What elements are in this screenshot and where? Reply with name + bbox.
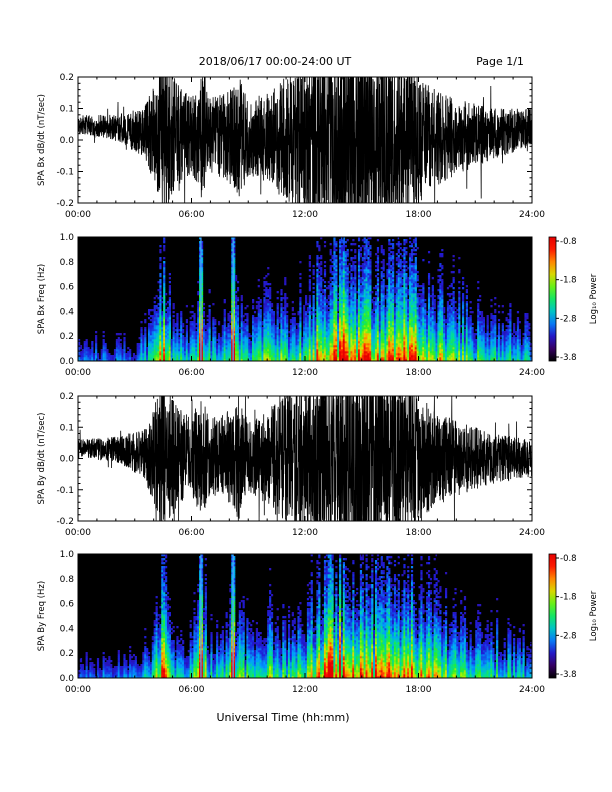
- y-tick-label: -0.1: [56, 168, 74, 178]
- series-line-0: [78, 77, 532, 203]
- y-tick-label: 0.6: [60, 600, 75, 610]
- y-tick-label: -0.2: [56, 199, 74, 209]
- x-tick-label: 06:00: [179, 685, 205, 695]
- x-tick-label: 06:00: [179, 528, 205, 538]
- y-tick-label: 0.4: [60, 624, 75, 634]
- y-tick-label: 1.0: [60, 550, 75, 560]
- x-tick-label: 06:00: [179, 210, 205, 220]
- y-tick-label: 0.6: [60, 283, 75, 293]
- y-tick-label: 0.0: [60, 674, 75, 684]
- y-tick-label: 0.8: [60, 258, 75, 268]
- y-tick-label: 0.0: [60, 357, 75, 367]
- series-line-2: [78, 396, 532, 521]
- colorbar-tick-label: -3.8: [560, 670, 577, 680]
- y-tick-label: 0.2: [60, 392, 74, 402]
- colorbar-tick-label: -1.8: [560, 276, 577, 286]
- spectrogram-3: [78, 554, 533, 679]
- x-tick-label: 00:00: [65, 528, 91, 538]
- y-tick-label: -0.1: [56, 486, 74, 496]
- x-tick-label: 18:00: [406, 528, 432, 538]
- y-tick-label: -0.2: [56, 517, 74, 527]
- y-tick-label: 0.1: [60, 423, 74, 433]
- x-tick-label: 12:00: [292, 528, 318, 538]
- colorbar-tick-label: -0.8: [560, 554, 577, 564]
- x-axis-label: Universal Time (hh:mm): [217, 711, 350, 724]
- plot-title: 2018/06/17 00:00-24:00 UT: [199, 55, 352, 68]
- y-tick-label: 0.1: [60, 105, 74, 115]
- colorbar-tick-label: -0.8: [560, 237, 577, 247]
- y-tick-label: 0.0: [60, 136, 75, 146]
- colorbar-label-1: Log₁₀ Power: [589, 273, 599, 324]
- y-tick-label: 0.2: [60, 649, 74, 659]
- x-tick-label: 12:00: [292, 685, 318, 695]
- page-indicator: Page 1/1: [476, 55, 524, 68]
- y-axis-label-1: SPA Bx Freq (Hz): [37, 264, 47, 334]
- y-axis-label-0: SPA Bx dB/dt (nT/sec): [37, 94, 47, 186]
- colorbar-tick-label: -2.8: [560, 631, 577, 641]
- x-tick-label: 00:00: [65, 685, 91, 695]
- x-tick-label: 24:00: [519, 528, 545, 538]
- x-tick-label: 12:00: [292, 368, 318, 378]
- y-axis-label-2: SPA By dB/dt (nT/sec): [37, 413, 47, 505]
- x-tick-label: 18:00: [406, 368, 432, 378]
- x-tick-label: 06:00: [179, 368, 205, 378]
- x-tick-label: 18:00: [406, 685, 432, 695]
- colorbar-1: [548, 236, 557, 362]
- x-tick-label: 18:00: [406, 210, 432, 220]
- x-tick-label: 24:00: [519, 210, 545, 220]
- colorbar-tick-label: -2.8: [560, 314, 577, 324]
- y-tick-label: 0.8: [60, 575, 75, 585]
- y-tick-label: 1.0: [60, 233, 75, 243]
- colorbar-3: [548, 553, 557, 679]
- colorbar-tick-label: -1.8: [560, 593, 577, 603]
- y-tick-label: 0.4: [60, 307, 75, 317]
- y-tick-label: 0.0: [60, 455, 75, 465]
- spectrogram-1: [78, 237, 533, 362]
- y-tick-label: 0.2: [60, 332, 74, 342]
- x-tick-label: 24:00: [519, 368, 545, 378]
- x-tick-label: 24:00: [519, 685, 545, 695]
- colorbar-label-3: Log₁₀ Power: [589, 590, 599, 641]
- colorbar-tick-label: -3.8: [560, 353, 577, 363]
- x-tick-label: 00:00: [65, 210, 91, 220]
- x-tick-label: 00:00: [65, 368, 91, 378]
- y-axis-label-3: SPA By Freq (Hz): [37, 581, 47, 651]
- x-tick-label: 12:00: [292, 210, 318, 220]
- y-tick-label: 0.2: [60, 73, 74, 83]
